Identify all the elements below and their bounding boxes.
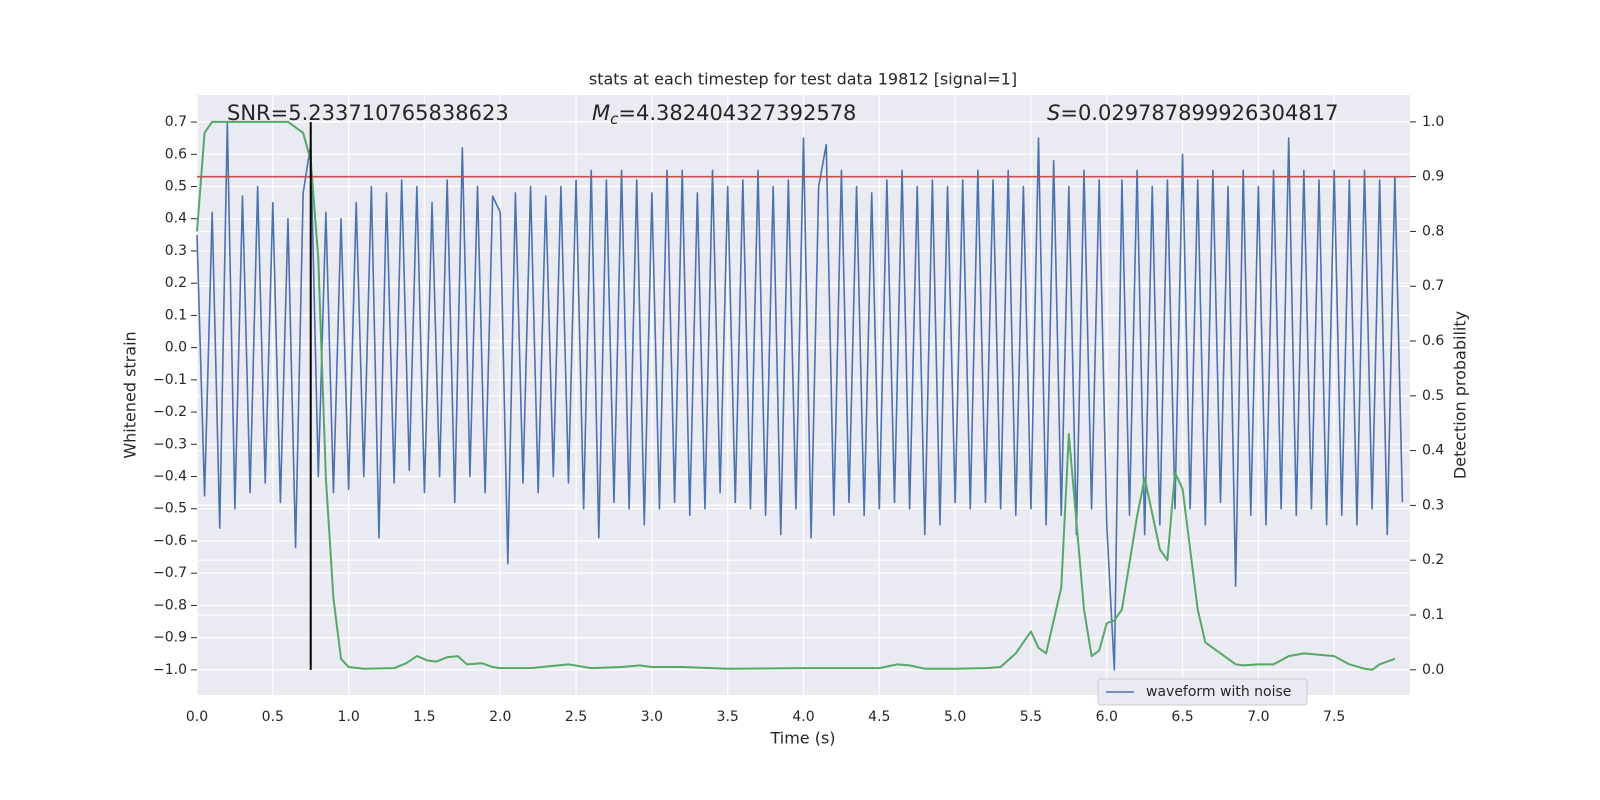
y-tick-label: 0.1 — [165, 307, 187, 323]
annotation-text: =0.029787899926304817 — [1060, 101, 1338, 125]
x-tick-label: 7.0 — [1247, 709, 1269, 725]
legend-label: waveform with noise — [1146, 684, 1291, 700]
legend-box — [1097, 678, 1308, 706]
x-tick-label: 2.5 — [565, 709, 587, 725]
x-tick-label: 6.5 — [1171, 709, 1193, 725]
y2-axis-label: Detection probability — [1451, 311, 1470, 479]
y2-tick-label: 0.7 — [1422, 278, 1444, 294]
x-tick-label: 3.5 — [717, 709, 739, 725]
x-tick-label: 3.0 — [641, 709, 663, 725]
x-tick-label: 0.0 — [186, 709, 208, 725]
y-tick-label: −0.8 — [153, 597, 187, 613]
annotation: SNR=5.233710765838623 — [227, 101, 509, 125]
y-tick-label: 0.6 — [165, 146, 187, 162]
y2-tick-label: 0.4 — [1422, 443, 1444, 459]
annotation-text: SNR=5.233710765838623 — [227, 101, 509, 125]
y-tick-label: −0.7 — [153, 565, 187, 581]
y-tick-label: 0.2 — [165, 275, 187, 291]
y2-tick-label: 0.1 — [1422, 607, 1444, 623]
annotation: S=0.029787899926304817 — [1047, 101, 1338, 125]
y2-tick-label: 0.9 — [1422, 169, 1444, 185]
chart-title: stats at each timestep for test data 198… — [589, 70, 1017, 89]
y2-tick-label: 0.0 — [1422, 662, 1444, 678]
y-tick-label: −0.4 — [153, 469, 187, 485]
annotation-text: =4.382404327392578 — [618, 101, 856, 125]
annotation-subscript: c — [610, 110, 619, 128]
x-tick-label: 6.0 — [1096, 709, 1118, 725]
annotation-symbol: S — [1047, 101, 1060, 125]
x-tick-label: 1.5 — [413, 709, 435, 725]
y2-tick-label: 0.2 — [1422, 552, 1444, 568]
x-tick-label: 5.5 — [1020, 709, 1042, 725]
y-axis-label: Whitened strain — [121, 331, 140, 458]
y2-tick-label: 0.3 — [1422, 497, 1444, 513]
y2-tick-label: 1.0 — [1422, 114, 1444, 130]
y-tick-label: 0.0 — [165, 340, 187, 356]
series-line — [196, 121, 1404, 671]
y-tick-label: 0.5 — [165, 179, 187, 195]
x-tick-label: 5.0 — [944, 709, 966, 725]
y2-tick-label: 0.6 — [1422, 333, 1444, 349]
annotation-symbol: M — [592, 101, 610, 125]
y-tick-label: 0.3 — [165, 243, 187, 259]
annotation: Mc=4.382404327392578 — [592, 101, 856, 128]
y-tick-label: −1.0 — [153, 662, 187, 678]
x-tick-label: 2.0 — [489, 709, 511, 725]
y-tick-label: −0.1 — [153, 372, 187, 388]
y-tick-label: −0.3 — [153, 436, 187, 452]
x-tick-label: 4.0 — [792, 709, 814, 725]
x-axis-label: Time (s) — [769, 729, 835, 748]
y-tick-label: 0.4 — [165, 211, 187, 227]
y-tick-label: −0.5 — [153, 501, 187, 517]
x-tick-label: 1.0 — [337, 709, 359, 725]
y-tick-label: 0.7 — [165, 114, 187, 130]
x-tick-label: 7.5 — [1323, 709, 1345, 725]
x-tick-label: 0.5 — [262, 709, 284, 725]
y2-tick-label: 0.5 — [1422, 388, 1444, 404]
x-tick-label: 4.5 — [868, 709, 890, 725]
series-line — [196, 120, 1396, 671]
y-tick-label: −0.2 — [153, 404, 187, 420]
y-tick-label: −0.6 — [153, 533, 187, 549]
y-tick-label: −0.9 — [153, 630, 187, 646]
y2-tick-label: 0.8 — [1422, 223, 1444, 239]
